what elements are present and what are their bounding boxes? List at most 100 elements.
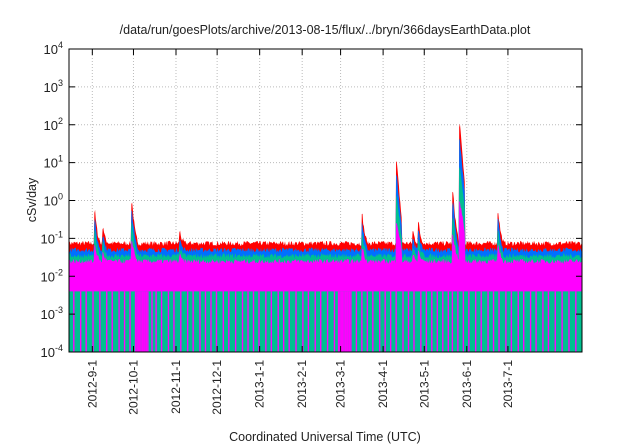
dropout-mark	[173, 291, 175, 352]
y-tick-label: 102	[44, 116, 63, 133]
y-tick-base: 10	[41, 231, 55, 246]
dropout-mark	[523, 291, 525, 352]
dropout-mark	[378, 291, 381, 352]
y-tick-label: 10-2	[41, 267, 63, 284]
y-tick-exponent: -3	[55, 305, 63, 315]
y-axis-label: cSv/day	[25, 177, 39, 222]
dropout-mark	[420, 291, 422, 352]
dropout-mark	[73, 291, 75, 352]
y-tick-label: 100	[44, 192, 63, 209]
dropout-mark	[347, 291, 349, 352]
chart-title: /data/run/goesPlots/archive/2013-08-15/f…	[120, 23, 531, 37]
y-tick-exponent: -4	[55, 343, 63, 353]
dropout-mark	[258, 291, 260, 352]
x-tick-label: 2013-4-1	[376, 360, 390, 408]
dropout-mark	[462, 291, 465, 352]
x-tick-label: 2013-5-1	[417, 360, 431, 408]
dropout-mark	[92, 291, 94, 352]
dropout-mark	[535, 291, 537, 352]
dropout-mark	[215, 291, 218, 352]
dropout-mark	[348, 291, 351, 352]
dropout-mark	[241, 291, 244, 352]
y-tick-label: 10-1	[41, 229, 63, 246]
y-tick-exponent: -1	[55, 229, 63, 239]
dropout-mark	[295, 291, 297, 352]
dropout-mark	[480, 291, 482, 352]
dropout-mark	[282, 291, 285, 352]
dropout-mark	[361, 291, 363, 352]
x-tick-label: 2012-10-1	[126, 360, 140, 415]
dropout-mark	[568, 291, 570, 352]
dropout-mark	[307, 291, 310, 352]
dropout-mark	[234, 291, 237, 352]
dropout-mark	[505, 291, 507, 352]
y-tick-label: 103	[44, 78, 63, 95]
x-axis-label: Coordinated Universal Time (UTC)	[229, 430, 421, 444]
dropout-mark	[529, 291, 532, 352]
series-area-component-magenta	[69, 200, 582, 292]
x-tick-label: 2013-7-1	[501, 360, 515, 408]
dropout-mark	[270, 291, 273, 352]
dropout-mark	[407, 291, 410, 352]
y-tick-base: 10	[41, 345, 55, 360]
dropout-mark	[436, 291, 439, 352]
dropout-mark	[561, 291, 563, 352]
dropout-mark	[192, 291, 194, 352]
y-tick-exponent: 2	[58, 116, 63, 126]
series-area-component-green	[69, 167, 582, 352]
y-tick-base: 10	[44, 118, 58, 133]
x-tick-label: 2012-11-1	[169, 360, 183, 414]
y-tick-base: 10	[41, 269, 55, 284]
dropout-mark	[118, 291, 120, 352]
dropout-mark	[144, 291, 146, 352]
y-tick-base: 10	[44, 80, 58, 95]
dropout-mark	[547, 291, 550, 352]
dropout-mark	[288, 291, 290, 352]
x-tick-label: 2013-6-1	[460, 360, 474, 408]
x-tick-label: 2013-3-1	[334, 360, 348, 408]
dropout-mark	[447, 291, 449, 352]
dropout-mark	[79, 291, 82, 352]
dropout-mark	[99, 291, 101, 352]
dropout-mark	[137, 291, 139, 352]
y-tick-exponent: -2	[55, 267, 63, 277]
dropout-mark	[341, 291, 344, 352]
y-tick-base: 10	[44, 156, 58, 171]
dropout-mark	[344, 291, 347, 352]
dropout-mark	[265, 291, 267, 352]
dropout-mark	[151, 291, 153, 352]
dropout-mark	[85, 291, 87, 352]
dropout-mark	[160, 291, 163, 352]
dropout-mark	[492, 291, 495, 352]
x-axis: 2012-9-1 2012-10-1 2012-11-1 2012-12-1 2013-…	[85, 49, 515, 415]
dropout-mark	[339, 291, 341, 352]
dropout-mark	[384, 291, 386, 352]
dropout-mark	[111, 291, 113, 352]
x-tick-label: 2012-9-1	[85, 360, 99, 408]
dropout-mark	[542, 291, 544, 352]
dropout-mark	[277, 291, 279, 352]
plot-areas	[69, 123, 582, 352]
dropout-mark	[510, 291, 513, 352]
y-tick-label: 10-4	[41, 343, 63, 360]
y-tick-base: 10	[44, 194, 58, 209]
dropout-mark	[252, 291, 255, 352]
dropout-mark	[186, 291, 189, 352]
dropout-mark	[106, 291, 108, 352]
dropout-mark	[302, 291, 304, 352]
y-tick-exponent: 4	[58, 40, 63, 50]
dropout-mark	[222, 291, 225, 352]
y-tick-base: 10	[44, 42, 58, 57]
dropout-mark	[413, 291, 415, 352]
dropout-mark	[326, 291, 329, 352]
dropout-mark	[140, 291, 142, 352]
x-tick-label: 2013-2-1	[295, 360, 309, 408]
dropout-mark	[431, 291, 433, 352]
dropout-mark	[350, 291, 352, 352]
dropout-mark	[457, 291, 459, 352]
x-tick-label: 2013-1-1	[253, 360, 267, 408]
y-tick-exponent: 3	[58, 78, 63, 88]
